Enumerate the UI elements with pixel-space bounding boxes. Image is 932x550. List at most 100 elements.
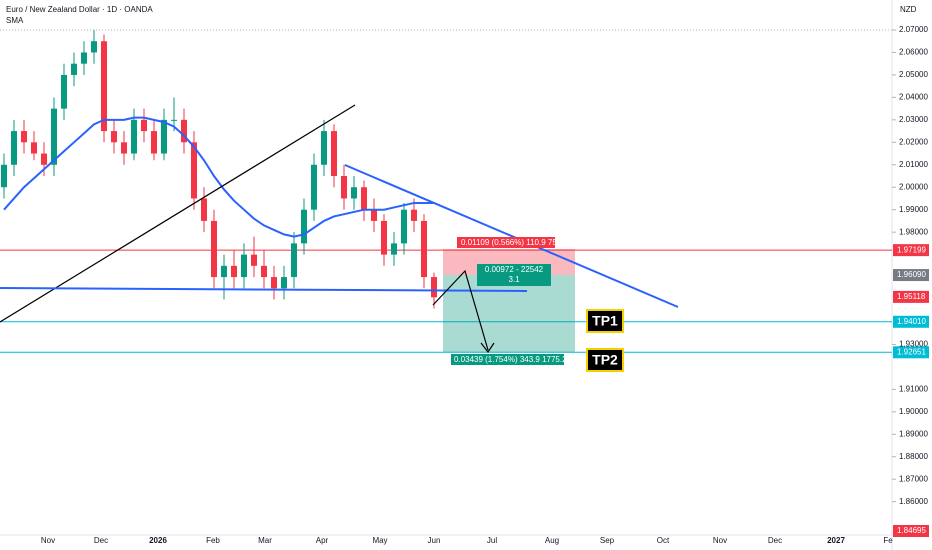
candle-body: [421, 220, 427, 278]
candle-body: [251, 254, 257, 266]
candle-body: [191, 142, 197, 199]
candle-body: [411, 209, 417, 221]
candle-body: [141, 119, 147, 132]
price-tag-label: 1.84695: [897, 526, 926, 535]
candle-body: [401, 209, 407, 244]
candle-body: [361, 187, 367, 210]
candle-body: [111, 131, 117, 143]
price-tag-label: 1.92651: [897, 347, 926, 356]
y-tick-label: 2.02000: [899, 137, 928, 146]
price-tag: [893, 315, 929, 328]
candle-body: [201, 198, 207, 221]
arrow-head: [480, 342, 495, 354]
x-tick-label: Apr: [316, 536, 329, 545]
y-tick-label: 1.98000: [899, 227, 928, 236]
candle-body: [91, 41, 97, 53]
price-tag: [893, 269, 929, 282]
stop-label: 0.01109 (0.566%) 110.9 750: [461, 238, 562, 247]
candle-body: [151, 131, 157, 154]
y-tick-label: 2.04000: [899, 92, 928, 101]
candle-body: [1, 164, 7, 188]
candle-body: [271, 277, 277, 289]
tp-box: [586, 309, 624, 333]
candle-body: [21, 131, 27, 143]
x-tick-label: Jun: [428, 536, 441, 545]
y-tick-label: 1.86000: [899, 497, 928, 506]
candle-body: [81, 52, 87, 64]
x-tick-label: Dec: [768, 536, 782, 545]
target-label: 0.03439 (1.754%) 343.9 1775.25: [454, 355, 572, 364]
y-tick-label: 1.88000: [899, 452, 928, 461]
y-tick-label: 2.06000: [899, 48, 928, 57]
x-tick-label: Fe: [883, 536, 893, 545]
candle-body: [41, 153, 47, 165]
candle-body: [161, 119, 167, 154]
y-tick-label: 1.89000: [899, 429, 928, 438]
entry-label: 0.00972 - 22542: [485, 265, 544, 274]
candle-body: [391, 243, 397, 255]
path-arrow: [432, 269, 489, 351]
price-tag-label: 1.95118: [897, 292, 926, 301]
currency: NZD: [900, 5, 917, 14]
candle-body: [71, 63, 77, 75]
chart-title: Euro / New Zealand Dollar · 1D · OANDA: [6, 5, 153, 14]
candle-body: [51, 108, 57, 165]
price-tags: 1.97199 1.96090 1.95118 1.94010 1.92651 1.846…: [893, 244, 929, 537]
trendline: [0, 104, 356, 323]
y-tick-label: 1.99000: [899, 205, 928, 214]
y-tick-label: 2.00000: [899, 182, 928, 191]
price-tag-label: 1.97199: [897, 245, 926, 254]
target-zone: [443, 275, 575, 352]
candle-body: [301, 209, 307, 244]
candle-body: [31, 142, 37, 154]
tp2: TP2: [592, 352, 618, 368]
x-tick-label: May: [372, 536, 387, 545]
resistance-line: [344, 164, 679, 308]
x-tick-label: Sep: [600, 536, 615, 545]
indicator-label: SMA: [6, 16, 24, 25]
candle-body: [291, 243, 297, 278]
label-box: [477, 264, 551, 286]
candle-body: [131, 119, 137, 154]
support-line: [0, 287, 528, 292]
x-tick-label: Nov: [41, 536, 55, 545]
candle-body: [261, 265, 267, 278]
price-tag: [893, 290, 929, 303]
x-tick-label: Feb: [206, 536, 220, 545]
candle-body: [311, 164, 317, 210]
x-tick-label: Jul: [487, 536, 497, 545]
x-tick-label: 2027: [827, 536, 845, 545]
candle-body: [341, 175, 347, 199]
candle-body: [241, 254, 247, 278]
candle-body: [371, 209, 377, 221]
y-tick-label: 2.05000: [899, 70, 928, 79]
y-tick-label: 1.91000: [899, 384, 928, 393]
candle-body: [61, 74, 67, 109]
candle-body: [221, 265, 227, 278]
plot: [0, 29, 896, 503]
price-tag-label: 1.94010: [897, 317, 926, 326]
x-tick-label: Oct: [657, 536, 670, 545]
candle-body: [171, 119, 177, 121]
candle-body: [11, 131, 17, 165]
candle-body: [351, 187, 357, 199]
y-tick-label: 2.07000: [899, 25, 928, 34]
price-tag: [893, 346, 929, 359]
candle-body: [331, 131, 337, 176]
x-tick-label: Nov: [713, 536, 727, 545]
y-tick-label: 1.87000: [899, 474, 928, 483]
tp-box: [586, 348, 624, 372]
candle-body: [211, 220, 217, 278]
candle-body: [381, 220, 387, 255]
candle-body: [431, 277, 437, 298]
ratio-label: 3.1: [508, 275, 520, 284]
candle-body: [321, 131, 327, 165]
candle-body: [231, 265, 237, 278]
candle-body: [101, 41, 107, 132]
tp1: TP1: [592, 313, 618, 329]
label-box: [451, 354, 564, 365]
x-tick-label: Dec: [94, 536, 108, 545]
label-box: [457, 237, 555, 248]
